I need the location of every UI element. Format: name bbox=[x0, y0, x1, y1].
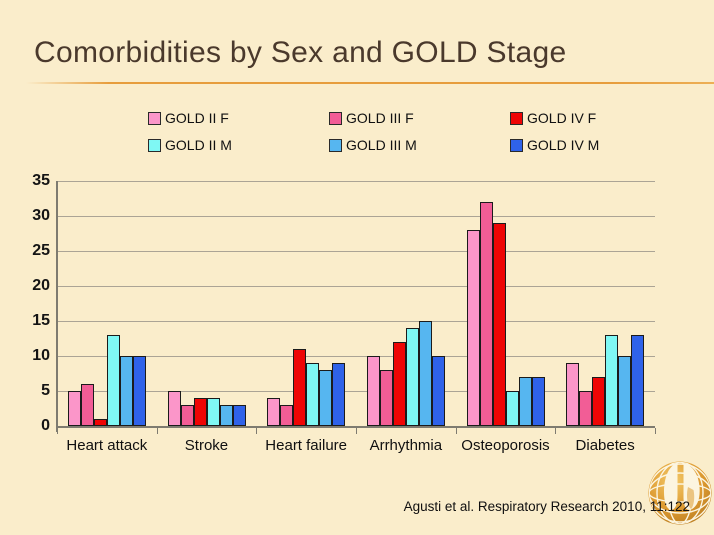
legend-label: GOLD II F bbox=[165, 110, 229, 126]
bar bbox=[219, 405, 233, 426]
bar bbox=[405, 328, 419, 426]
bar bbox=[566, 363, 580, 426]
chart-legend: GOLD II F GOLD III F GOLD IV F GOLD II M GOL… bbox=[148, 110, 700, 153]
gridline bbox=[57, 321, 655, 322]
y-axis-label: 20 bbox=[32, 277, 50, 294]
bar bbox=[193, 398, 207, 426]
bar bbox=[80, 384, 94, 426]
x-axis-category-label: Heart attack bbox=[66, 437, 148, 454]
legend-item-gold-iii-f: GOLD III F bbox=[329, 110, 510, 126]
y-axis-label: 5 bbox=[41, 382, 50, 399]
bar bbox=[605, 335, 619, 426]
gridline bbox=[57, 216, 655, 217]
legend-swatch bbox=[510, 138, 523, 152]
bar bbox=[167, 391, 181, 426]
legend-swatch bbox=[329, 111, 342, 125]
bar bbox=[280, 405, 294, 426]
bar bbox=[267, 398, 281, 426]
x-axis-tick bbox=[256, 428, 258, 434]
bar bbox=[631, 335, 645, 426]
legend-label: GOLD III F bbox=[346, 110, 414, 126]
legend-item-gold-ii-m: GOLD II M bbox=[148, 137, 329, 153]
bar bbox=[579, 391, 593, 426]
y-axis-label: 10 bbox=[32, 347, 50, 364]
y-axis-label: 0 bbox=[41, 417, 50, 434]
bar bbox=[206, 398, 220, 426]
x-axis-category-label: Diabetes bbox=[575, 437, 635, 454]
globe-lungs-logo-icon bbox=[648, 461, 712, 525]
bar bbox=[431, 356, 445, 426]
legend-label: GOLD II M bbox=[165, 137, 232, 153]
title-underline bbox=[26, 82, 714, 84]
bar bbox=[531, 377, 545, 426]
x-axis-category-label: Arrhythmia bbox=[369, 437, 443, 454]
legend-swatch bbox=[510, 111, 523, 125]
x-axis-category-label: Stroke bbox=[184, 437, 229, 454]
x-axis-tick bbox=[455, 428, 457, 434]
bar bbox=[418, 321, 432, 426]
gridline bbox=[57, 286, 655, 287]
bar bbox=[492, 223, 506, 426]
legend-item-gold-iv-m: GOLD IV M bbox=[510, 137, 700, 153]
legend-swatch bbox=[148, 111, 161, 125]
legend-item-gold-iv-f: GOLD IV F bbox=[510, 110, 700, 126]
bar bbox=[332, 363, 346, 426]
y-axis-label: 15 bbox=[32, 312, 50, 329]
x-axis-tick bbox=[57, 428, 58, 434]
y-axis-label: 30 bbox=[32, 207, 50, 224]
bar bbox=[306, 363, 320, 426]
x-axis-tick bbox=[555, 428, 557, 434]
legend-item-gold-iii-m: GOLD III M bbox=[329, 137, 510, 153]
bar bbox=[466, 230, 480, 426]
bar bbox=[319, 370, 333, 426]
bar bbox=[180, 405, 194, 426]
y-axis bbox=[56, 181, 58, 432]
bar bbox=[366, 356, 380, 426]
bar bbox=[232, 405, 246, 426]
bar bbox=[293, 349, 307, 426]
gridline bbox=[57, 391, 655, 392]
citation-text: Agusti et al. Respiratory Research 2010,… bbox=[403, 499, 690, 514]
bar bbox=[479, 202, 493, 426]
legend-label: GOLD III M bbox=[346, 137, 417, 153]
x-axis-tick bbox=[655, 428, 656, 434]
x-axis-tick bbox=[156, 428, 158, 434]
legend-item-gold-ii-f: GOLD II F bbox=[148, 110, 329, 126]
legend-label: GOLD IV M bbox=[527, 137, 600, 153]
x-axis-tick bbox=[356, 428, 357, 434]
gridline bbox=[57, 251, 655, 252]
x-axis-category-label: Heart failure bbox=[265, 437, 347, 454]
bar bbox=[592, 377, 606, 426]
legend-label: GOLD IV F bbox=[527, 110, 597, 126]
legend-swatch bbox=[329, 138, 342, 152]
bar bbox=[93, 419, 107, 426]
bar bbox=[132, 356, 146, 426]
slide-title: Comorbidities by Sex and GOLD Stage bbox=[34, 36, 567, 69]
y-axis-label: 25 bbox=[32, 242, 50, 259]
bar bbox=[67, 391, 81, 426]
legend-swatch bbox=[148, 138, 161, 152]
bar bbox=[379, 370, 393, 426]
x-axis bbox=[57, 426, 655, 428]
bar bbox=[505, 391, 519, 426]
y-axis-label: 35 bbox=[32, 172, 50, 189]
bar bbox=[106, 335, 120, 426]
bar bbox=[119, 356, 133, 426]
bar bbox=[518, 377, 532, 426]
bar bbox=[392, 342, 406, 426]
gridline bbox=[57, 356, 655, 357]
x-axis-category-label: Osteoporosis bbox=[461, 437, 550, 454]
gridline bbox=[57, 181, 655, 182]
bar bbox=[618, 356, 632, 426]
